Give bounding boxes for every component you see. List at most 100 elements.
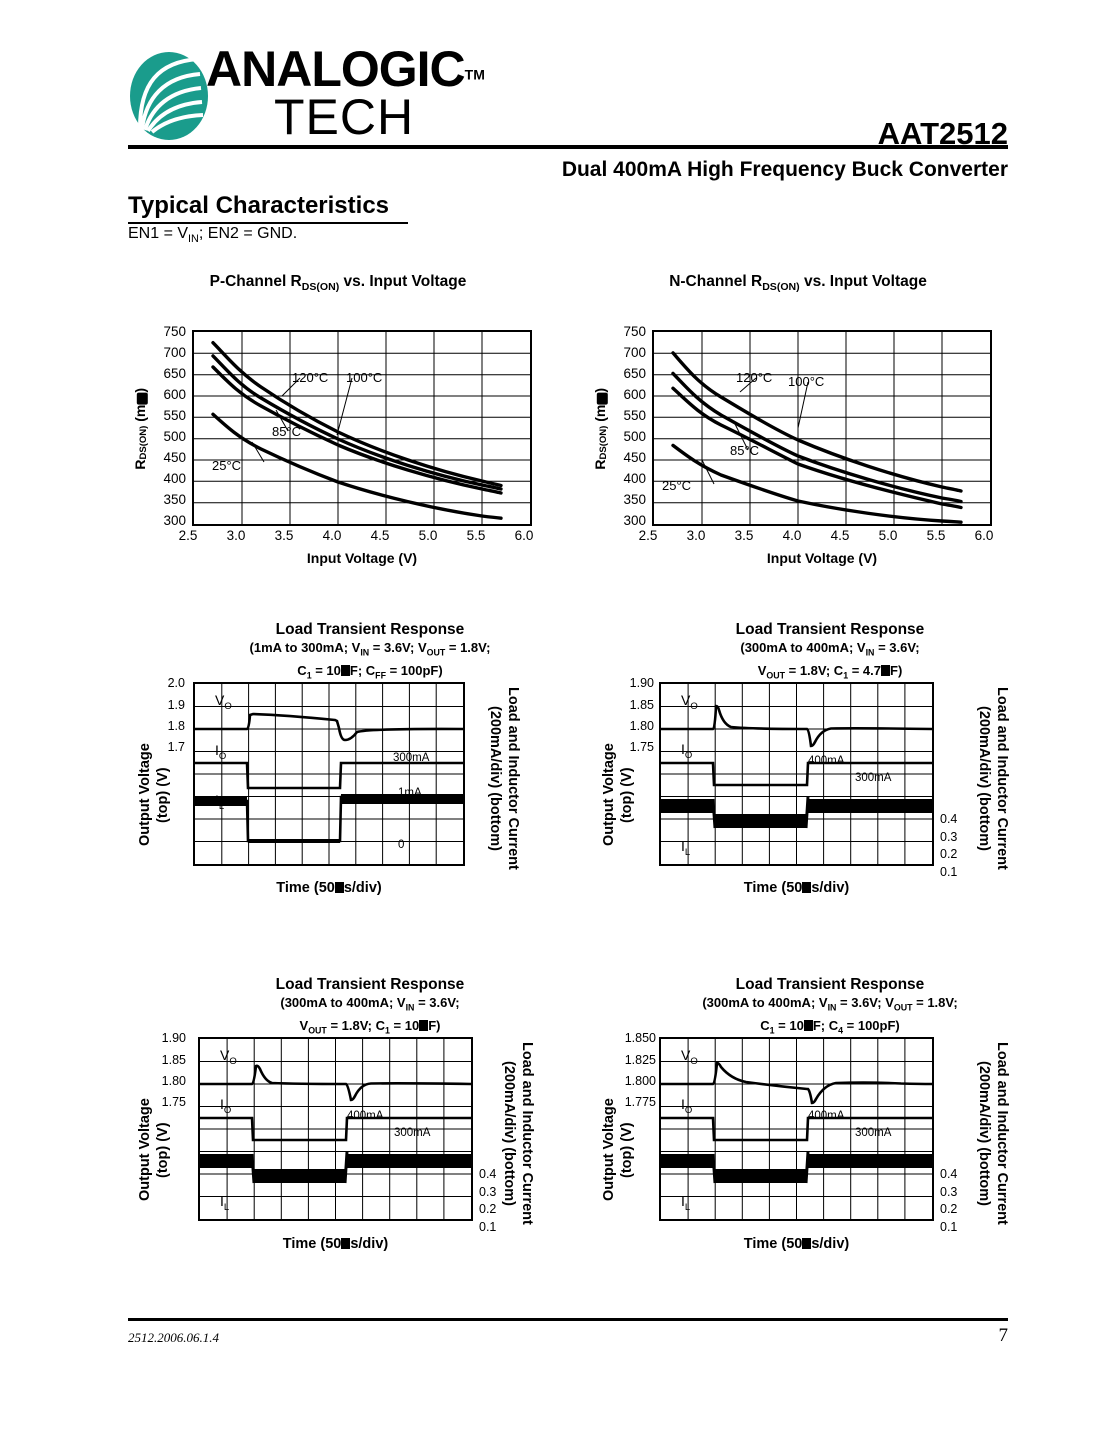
trace-label-io: IO	[220, 1096, 232, 1116]
page-title: Typical Characteristics	[128, 192, 390, 219]
sub2-e: = 10	[389, 1017, 420, 1033]
scope-canvas	[193, 682, 465, 866]
sub-b: IN	[827, 1002, 837, 1013]
sub-b: IN	[865, 647, 875, 658]
title-post: vs. Input Voltage	[799, 273, 927, 290]
ylab-pre: R	[592, 459, 608, 470]
sub-b: IN	[405, 1002, 415, 1013]
sub-a: (300mA to 400mA; V	[740, 640, 866, 655]
page-header: ANALOGICTM TECH AAT2512 Dual 400mA High …	[128, 44, 1008, 181]
title-pre: N-Channel R	[669, 273, 763, 290]
chart-load-transient-10u: Load Transient Response (300mA to 400mA;…	[170, 975, 570, 1039]
y-tick: 1.7	[167, 740, 185, 754]
sub2-d: F; C	[349, 662, 376, 678]
y-tick: 1.80	[629, 719, 654, 733]
y-tick: 400	[623, 471, 646, 486]
annotation-400ma: 400mA	[347, 1110, 384, 1122]
x-axis-label: Time (50 s/div)	[193, 880, 465, 896]
xlab-a: Time (50	[743, 1236, 803, 1252]
micro-symbol-icon	[419, 1019, 429, 1031]
xlab-b: s/div)	[811, 880, 850, 896]
y-tick: 700	[163, 345, 186, 360]
trace-label-il: IL	[220, 1193, 230, 1213]
y-tick: 650	[163, 366, 186, 381]
trace-label-vo: VO	[681, 692, 698, 712]
xlab-b: s/div)	[343, 880, 382, 896]
chart-p-channel-rdson: P-Channel RDS(ON) vs. Input Voltage	[128, 272, 548, 297]
x-tick: 5.0	[878, 528, 898, 543]
title-pre: P-Channel R	[209, 273, 302, 290]
y-tick: 350	[163, 492, 186, 507]
ylab-l2: (top) (V)	[155, 1122, 171, 1178]
y-tick: 1.850	[624, 1031, 656, 1045]
ylab-l1: Output Voltage	[137, 743, 153, 847]
ylab-l1: Output Voltage	[601, 743, 617, 847]
x-tick: 5.5	[926, 528, 946, 543]
ylab-l2: (top) (V)	[155, 767, 171, 823]
x-axis-label: Input Voltage (V)	[766, 550, 878, 566]
y-tick: 650	[623, 366, 646, 381]
y-tick: 550	[623, 408, 646, 423]
y-tick: 1.825	[624, 1053, 656, 1067]
chart-subtitle-line1: (300mA to 400mA; VIN = 3.6V; VOUT = 1.8V…	[630, 994, 1030, 1017]
y-tick: 300	[623, 513, 646, 528]
trace-label-io: IO	[681, 741, 693, 761]
y-tick: 600	[623, 387, 646, 402]
sub2-c: = 10	[774, 1017, 804, 1033]
y-axis-label: RDS(ON) (m)	[592, 388, 609, 470]
x-tick: 6.0	[974, 528, 994, 543]
y-tick: 1.775	[624, 1095, 656, 1109]
trace-label-vo: VO	[215, 692, 232, 712]
y-tick: 1.85	[629, 698, 654, 712]
annotation-zero: 0	[398, 839, 405, 851]
logo-word-tech: TECH	[274, 89, 415, 145]
annotation-25c: 25°C	[212, 458, 242, 473]
annotation-leaders	[701, 377, 809, 485]
page-subtitle: EN1 = VIN; EN2 = GND.	[128, 225, 297, 245]
y-tick-right: 0.3	[940, 1185, 958, 1199]
ylab-l1: Output Voltage	[601, 1098, 617, 1202]
sub2-d: F; C	[812, 1017, 839, 1033]
annotation-300ma: 300mA	[855, 772, 892, 784]
rlab-l1: Load and Inductor Current	[994, 686, 1010, 870]
sub2-a: C	[760, 1017, 770, 1033]
ylab-l2: (top) (V)	[619, 1122, 635, 1178]
subtitle-part-c: ; EN2 = GND.	[198, 225, 298, 242]
x-tick: 5.0	[418, 528, 438, 543]
sub2-c: = 1.8V; C	[326, 1017, 385, 1033]
xlab-a: Time (50	[743, 880, 803, 896]
y-tick-right: 0.3	[940, 830, 958, 844]
micro-symbol-icon	[340, 664, 350, 676]
y-tick-right: 0.3	[479, 1185, 497, 1199]
x-axis-label: Input Voltage (V)	[306, 550, 418, 566]
annotation-400ma: 400mA	[808, 755, 845, 767]
ylab-sub: DS(ON)	[597, 425, 609, 460]
document-id: 2512.2006.06.1.4	[128, 1330, 219, 1345]
sub-d: OUT	[426, 647, 446, 658]
y-tick: 1.75	[161, 1095, 186, 1109]
scope-canvas	[659, 682, 934, 866]
annotation-85c: 85°C	[272, 424, 302, 439]
x-tick: 3.5	[734, 528, 754, 543]
part-description: Dual 400mA High Frequency Buck Converter	[561, 158, 1008, 181]
sub2-d: 1	[843, 670, 849, 681]
xlab-b: s/div)	[350, 1236, 389, 1252]
y-tick: 1.90	[161, 1031, 186, 1045]
chart-title: Load Transient Response	[735, 976, 925, 993]
chart-title: Load Transient Response	[275, 621, 465, 638]
xlab-a: Time (50	[282, 1236, 342, 1252]
micro-symbol-icon	[803, 1019, 813, 1031]
x-tick: 4.5	[370, 528, 390, 543]
ylab-tail: )	[592, 388, 608, 393]
y-tick: 500	[623, 429, 646, 444]
y-tick: 1.80	[161, 1074, 186, 1088]
annotation-300ma: 300mA	[855, 1127, 892, 1139]
sub2-e: FF	[375, 670, 386, 681]
y-axis-label-right: Load and Inductor Current (200mA/div) (bo…	[975, 1033, 1011, 1233]
y-axis-label-right: Load and Inductor Current (200mA/div) (bo…	[486, 678, 522, 878]
x-axis-label: Time (50 s/div)	[659, 1236, 934, 1252]
trace-label-il: IL	[681, 838, 691, 858]
x-tick: 4.0	[322, 528, 342, 543]
annotation-25c: 25°C	[662, 478, 692, 493]
sub2-a: V	[757, 662, 767, 678]
